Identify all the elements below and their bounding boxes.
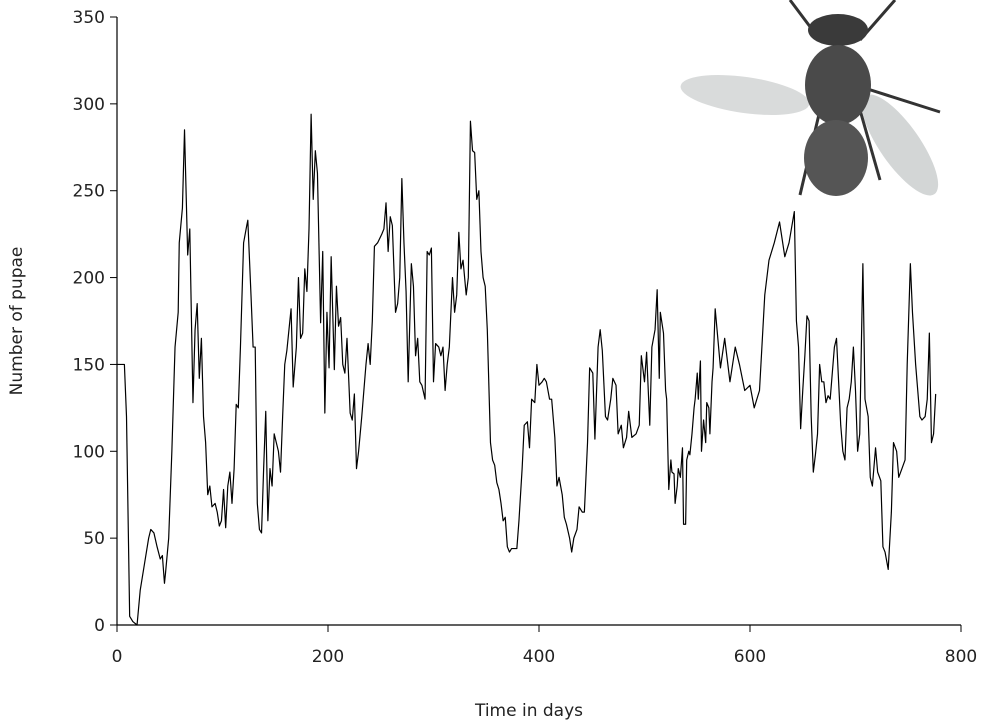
- x-axis-label: Time in days: [474, 701, 583, 721]
- y-tick-label: 200: [73, 269, 105, 289]
- fly-illustration: [680, 0, 941, 196]
- fly-wing: [861, 94, 939, 196]
- x-tick-label: 800: [945, 647, 977, 667]
- y-axis-label: Number of pupae: [7, 247, 27, 396]
- y-tick-label: 300: [73, 95, 105, 115]
- fly-head: [808, 14, 868, 46]
- x-tick-label: 200: [312, 647, 344, 667]
- data-line: [117, 113, 937, 626]
- fly-thorax: [805, 45, 871, 125]
- y-tick-label: 100: [73, 442, 105, 462]
- fly-abdomen: [804, 120, 868, 196]
- x-tick-label: 0: [112, 647, 123, 667]
- fly-wing: [680, 75, 810, 115]
- fly-leg: [858, 109, 882, 181]
- x-tick-label: 400: [523, 647, 555, 667]
- y-tick-label: 350: [73, 8, 105, 28]
- x-tick-label: 600: [734, 647, 766, 667]
- y-tick-label: 250: [73, 182, 105, 202]
- y-tick-label: 150: [73, 355, 105, 375]
- y-tick-label: 0: [94, 616, 105, 636]
- y-tick-label: 50: [83, 529, 105, 549]
